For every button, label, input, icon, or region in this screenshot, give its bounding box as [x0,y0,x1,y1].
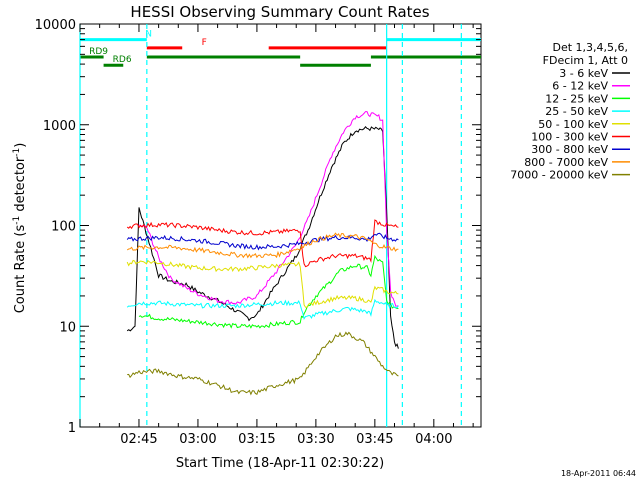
y-tick-label-2: 100 [51,220,76,235]
series-line-7 [126,232,399,259]
flag-label-rd9: RD9 [89,47,108,57]
series-line-3 [126,298,399,320]
series-line-5 [126,219,399,268]
render-timestamp: 18-Apr-2011 06:44 [561,469,636,478]
legend-header-1: FDecim 1, Att 0 [543,54,628,67]
series-line-6 [126,232,399,251]
x-tick-label-3: 03:30 [297,432,334,447]
chart-title: HESSI Observing Summary Count Rates [130,3,429,21]
y-tick-label-3: 1000 [43,119,76,134]
series-line-2 [138,254,399,329]
legend-header-0: Det 1,3,4,5,6, [552,41,628,54]
legend: Det 1,3,4,5,6,FDecim 1, Att 03 - 6 keV6 … [510,41,630,182]
series-line-0 [126,126,399,349]
x-tick-label-1: 03:00 [179,432,216,447]
y-tick-label-0: 1 [68,421,76,436]
x-tick-label-2: 03:15 [238,432,275,447]
series-line-8 [127,331,399,396]
legend-label-7: 800 - 7000 keV [524,156,608,169]
x-axis-label: Start Time (18-Apr-11 02:30:22) [176,456,384,471]
y-tick-label-1: 10 [59,320,76,335]
legend-label-1: 6 - 12 keV [552,80,608,93]
legend-label-5: 100 - 300 keV [531,131,608,144]
flag-label-n: N [145,30,152,40]
flag-bars: N F RD9 RD6 [80,30,481,67]
flag-label-f: F [202,38,207,48]
x-tick-label-0: 02:45 [120,432,157,447]
x-tick-label-4: 03:45 [356,432,393,447]
axes: 1 10 100 1000 10000 02:45 03:00 03:15 03:30 03:45… [35,18,481,447]
attenuator-markers [79,24,462,427]
legend-label-2: 12 - 25 keV [545,92,608,105]
y-axis-label: Count Rate (s-1 detector-1) [12,143,28,314]
legend-label-8: 7000 - 20000 keV [510,169,608,182]
series-line-1 [139,111,399,307]
flag-label-rd6: RD6 [113,55,132,65]
y-tick-label-4: 10000 [35,18,76,33]
legend-label-6: 300 - 800 keV [531,143,608,156]
series-lines [126,111,399,396]
series-line-4 [126,259,399,308]
legend-label-0: 3 - 6 keV [559,67,608,80]
x-tick-label-5: 04:00 [415,432,452,447]
legend-label-3: 25 - 50 keV [545,105,608,118]
legend-label-4: 50 - 100 keV [538,118,608,131]
